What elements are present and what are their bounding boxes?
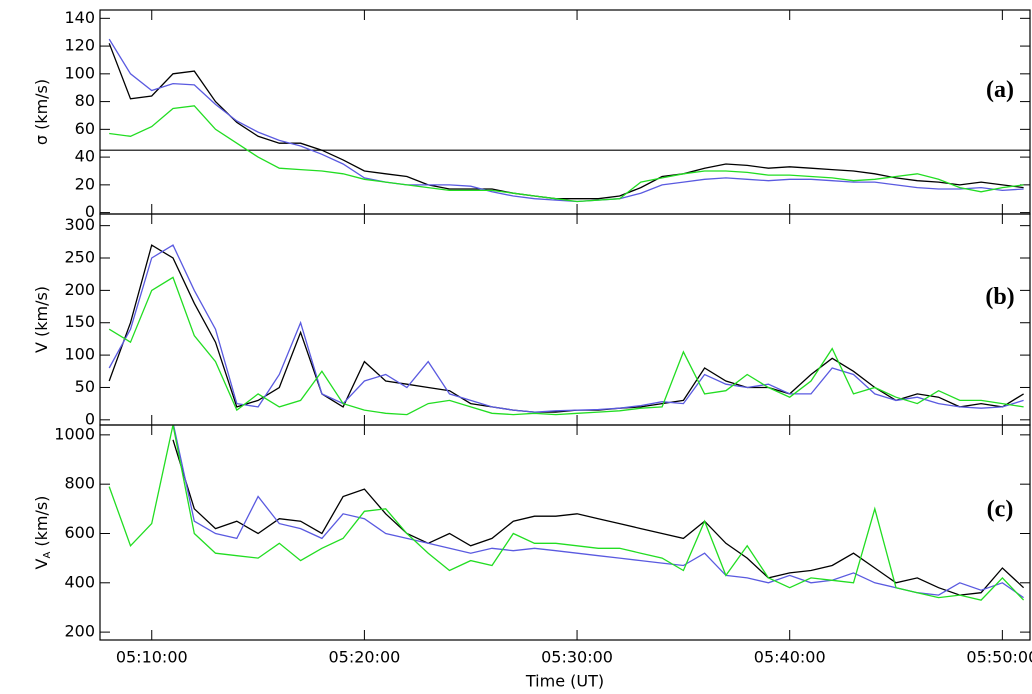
y-tick-label: 800 <box>64 474 95 493</box>
y-tick-label: 200 <box>64 280 95 299</box>
panel: 0 50 100 150 200 250 300 V (km/s) (b) <box>32 213 1031 428</box>
series-line <box>108 43 1024 200</box>
plot-frame <box>99 424 1031 641</box>
y-axis-label-part: (km/s) <box>32 496 51 547</box>
y-tick-label: 120 <box>64 36 95 55</box>
y-tick-label: 150 <box>64 312 95 331</box>
x-tick-label: 05:40:00 <box>754 648 826 667</box>
series-line <box>108 38 1024 203</box>
panel-label: (a) <box>986 77 1014 103</box>
series-line <box>109 105 1024 203</box>
y-tick-label: 0 <box>85 202 95 221</box>
x-tick-label: 05:30:00 <box>541 648 613 667</box>
y-tick-label: 80 <box>75 91 95 110</box>
y-axis-label: VA (km/s) <box>32 496 54 570</box>
series-line <box>108 276 1024 416</box>
y-tick-label: 600 <box>64 523 95 542</box>
y-tick-label: 20 <box>75 174 95 193</box>
series-line <box>108 244 1024 413</box>
y-axis-label-part: A <box>42 551 53 558</box>
y-tick-label: 400 <box>64 572 95 591</box>
panel: 200 400 600 800 1000 05:10:00 05:20:00 05:30:00… <box>32 424 1032 691</box>
plot-frame <box>99 9 1031 215</box>
y-tick-label: 200 <box>64 622 95 641</box>
y-tick-label: 1000 <box>54 424 95 443</box>
y-tick-label: 100 <box>64 63 95 82</box>
y-tick-label: 100 <box>64 345 95 364</box>
panel-label: (c) <box>987 497 1014 523</box>
panel: 0 20 40 60 80 100 120 140 σ (km/s) (a) <box>32 8 1031 221</box>
y-tick-label: 60 <box>75 119 95 138</box>
y-axis-label-part: V (km/s) <box>32 286 51 353</box>
y-tick-label: 250 <box>64 248 95 267</box>
y-axis-label-part: σ (km/s) <box>32 79 51 145</box>
y-axis-label-part: V <box>32 558 51 569</box>
x-tick-label: 05:10:00 <box>116 648 188 667</box>
series-line <box>108 244 1024 413</box>
x-axis-label: Time (UT) <box>525 672 604 691</box>
panel-label: (b) <box>985 284 1014 310</box>
y-tick-label: 140 <box>64 8 95 27</box>
y-tick-label: 50 <box>75 377 95 396</box>
plot-frame <box>99 213 1031 426</box>
series-line <box>108 425 1025 601</box>
series-line <box>172 425 1024 599</box>
x-tick-label: 05:20:00 <box>328 648 400 667</box>
y-tick-label: 40 <box>75 147 95 166</box>
y-tick-label: 0 <box>85 409 95 428</box>
y-axis-label: σ (km/s) <box>32 79 51 145</box>
series-line <box>172 439 1025 596</box>
y-axis-label: V (km/s) <box>32 286 51 353</box>
y-tick-label: 300 <box>64 215 95 234</box>
x-tick-label: 05:50:00 <box>966 648 1032 667</box>
